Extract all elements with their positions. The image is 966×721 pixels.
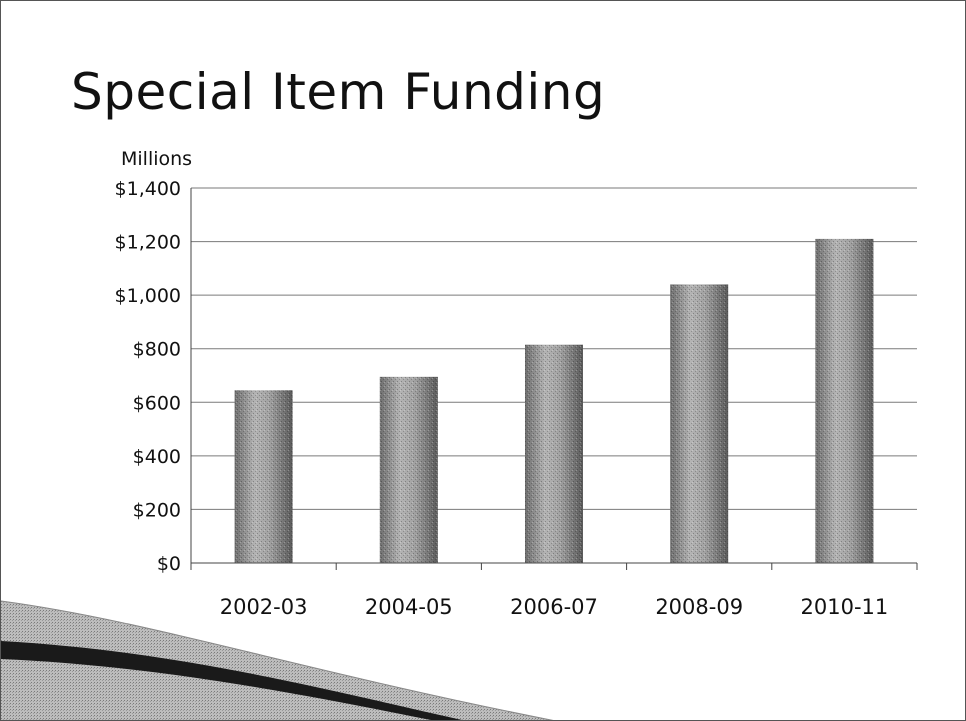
y-axis-title: Millions: [121, 148, 192, 170]
y-tick-label: $600: [133, 392, 181, 414]
x-tick-label: 2004-05: [365, 595, 453, 619]
bar-texture: [670, 284, 729, 563]
bar-texture: [525, 344, 583, 563]
y-tick-label: $1,400: [115, 178, 181, 200]
x-tick-label: 2002-03: [220, 595, 308, 619]
y-tick-label: $0: [157, 553, 181, 575]
y-tick-label: $1,000: [115, 285, 181, 307]
bar-texture: [815, 238, 874, 563]
bars: [234, 238, 874, 563]
axis-labels: $0 $200 $400 $600 $800 $1,000 $1,200 $1,400 Mill…: [115, 148, 889, 619]
slide-title: Special Item Funding: [71, 63, 606, 121]
x-tick-label: 2008-09: [655, 595, 743, 619]
y-tick-label: $200: [133, 499, 181, 521]
axes: [190, 188, 918, 570]
y-tick-label: $400: [133, 446, 181, 468]
bar-texture: [379, 376, 438, 563]
y-tick-label: $800: [133, 339, 181, 361]
x-tick-label: 2010-11: [801, 595, 889, 619]
y-tick-label: $1,200: [115, 232, 181, 254]
bar-texture: [234, 390, 293, 563]
x-tick-label: 2006-07: [510, 595, 598, 619]
